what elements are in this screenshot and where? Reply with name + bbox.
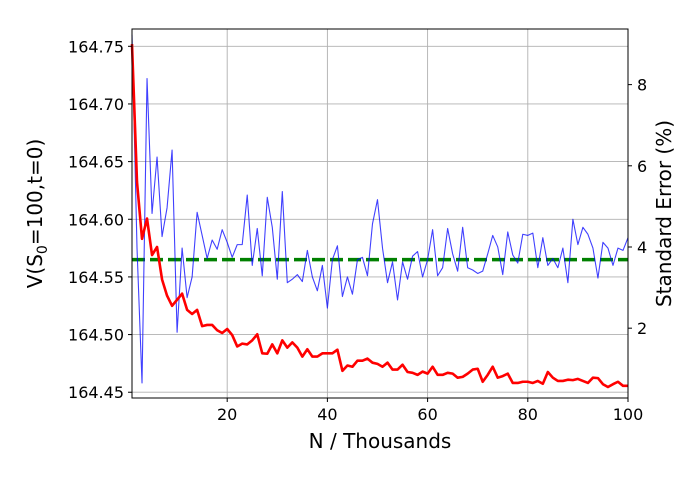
x-axis-label: N / Thousands [309, 429, 452, 453]
y-right-tick-label-1: 4 [637, 238, 647, 257]
value-line [131, 34, 629, 384]
y-left-tick-label-5: 164.70 [68, 95, 124, 114]
y-right-tick-label-2: 6 [637, 157, 647, 176]
standard-error-line [130, 43, 628, 389]
y-left-tick-label-4: 164.65 [68, 153, 124, 172]
y-axis-left-label-subscript: 0 [35, 245, 51, 254]
plot-frame [131, 28, 629, 399]
ticks: 20 40 60 80 100 164.45 164.50 164.55 164.60 164.6… [68, 37, 647, 424]
x-tick-label-4: 100 [613, 405, 644, 424]
y-left-tick-label-0: 164.45 [68, 383, 124, 402]
series-group [130, 34, 629, 389]
x-tick-label-0: 20 [217, 405, 237, 424]
x-tick-label-3: 80 [518, 405, 538, 424]
y-left-tick-label-2: 164.55 [68, 268, 124, 287]
x-tick-label-2: 60 [417, 405, 437, 424]
y-right-tick-label-0: 2 [637, 319, 647, 338]
x-tick-label-1: 40 [317, 405, 337, 424]
y-left-tick-label-1: 164.50 [68, 326, 124, 345]
y-axis-right-label: Standard Error (%) [652, 120, 676, 307]
y-axis-left-label-prefix: V(S [23, 254, 47, 288]
y-left-tick-label-3: 164.60 [68, 210, 124, 229]
grid [132, 29, 629, 398]
y-right-tick-label-3: 8 [637, 76, 647, 95]
y-axis-left-label-suffix: =100,t=0) [23, 139, 47, 245]
y-axis-left-label: V(S0=100,t=0) [23, 139, 51, 289]
y-left-tick-label-6: 164.75 [68, 37, 124, 56]
